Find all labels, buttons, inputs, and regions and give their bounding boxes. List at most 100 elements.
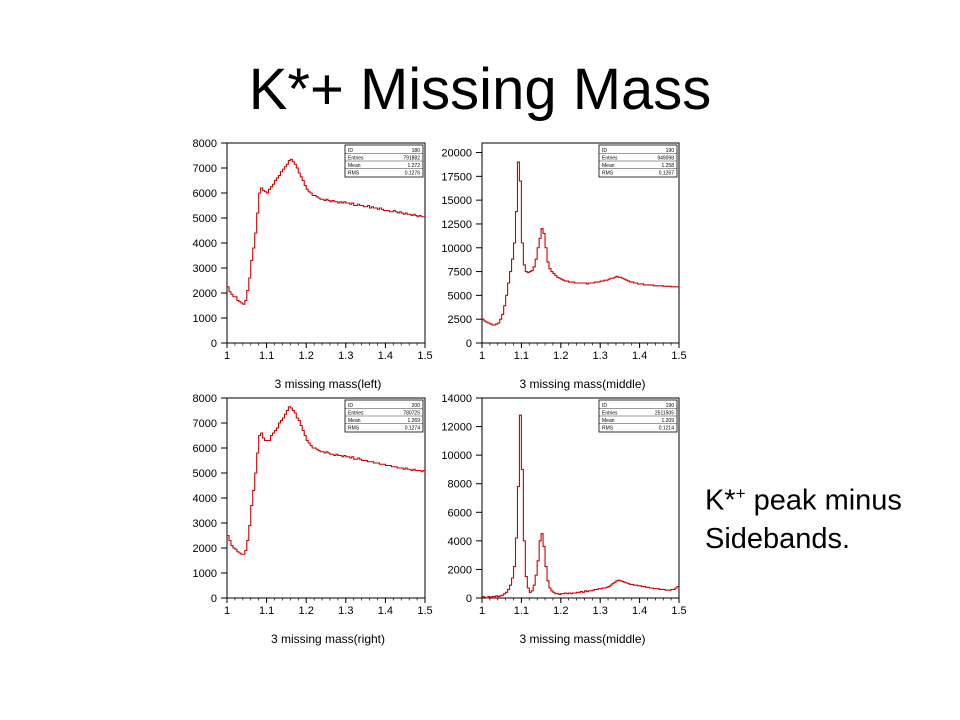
stats-key: Entries xyxy=(602,411,618,417)
stats-key: RMS xyxy=(348,171,360,177)
x-tick-label: 1.3 xyxy=(593,605,608,617)
stats-key: Entries xyxy=(348,156,364,162)
stats-value: 200 xyxy=(412,403,421,409)
stats-value: 190 xyxy=(666,148,675,154)
x-tick-label: 1.1 xyxy=(259,350,274,362)
y-tick-label: 0 xyxy=(466,593,472,605)
y-tick-label: 3000 xyxy=(193,263,217,275)
x-axis-label: 3 missing mass(left) xyxy=(275,377,382,391)
stats-key: RMS xyxy=(602,426,614,432)
y-tick-label: 4000 xyxy=(448,536,472,548)
x-axis-label: 3 missing mass(middle) xyxy=(519,377,645,391)
stats-value: 949098 xyxy=(657,156,674,162)
x-tick-label: 1 xyxy=(224,605,230,617)
y-tick-label: 8000 xyxy=(193,138,217,150)
caption-peak-minus: peak minus xyxy=(745,484,902,517)
y-tick-label: 1000 xyxy=(193,313,217,325)
stats-key: Mean xyxy=(348,418,361,424)
stats-value: 1.209 xyxy=(661,418,674,424)
x-tick-label: 1.1 xyxy=(514,605,529,617)
x-tick-label: 1.4 xyxy=(378,350,393,362)
histogram-panel-3: 1 1.1 1.2 1.3 1.4 1.5 0 1000 2000 3000 4000 5000 600… xyxy=(193,393,433,646)
y-tick-label: 17500 xyxy=(441,171,472,183)
x-tick-label: 1.5 xyxy=(671,350,686,362)
x-tick-label: 1 xyxy=(479,605,485,617)
stats-key: ID xyxy=(602,403,607,409)
stats-value: 2511505 xyxy=(655,411,674,417)
y-tick-label: 3000 xyxy=(193,518,217,530)
y-tick-label: 6000 xyxy=(193,188,217,200)
y-tick-label: 0 xyxy=(466,338,472,350)
stats-value: 0.1276 xyxy=(405,171,421,177)
stats-key: Entries xyxy=(602,156,618,162)
stats-value: 1.258 xyxy=(661,163,674,169)
stats-value: 0.1274 xyxy=(405,426,421,432)
plot-frame xyxy=(481,142,680,344)
x-tick-label: 1 xyxy=(224,350,230,362)
x-axis-label: 3 missing mass(right) xyxy=(271,632,385,646)
x-tick-label: 1.4 xyxy=(632,350,647,362)
stats-key: Entries xyxy=(348,411,364,417)
stats-key: RMS xyxy=(348,426,360,432)
caption-superscript: + xyxy=(735,484,746,503)
y-tick-label: 6000 xyxy=(448,507,472,519)
plot-frame xyxy=(481,397,680,599)
stats-value: 0.1267 xyxy=(659,171,675,177)
stats-value: 0.1214 xyxy=(659,426,675,432)
y-tick-label: 5000 xyxy=(448,290,472,302)
y-tick-label: 7500 xyxy=(448,267,472,279)
stats-key: Mean xyxy=(348,163,361,169)
y-tick-label: 2000 xyxy=(448,564,472,576)
histogram-panel-4: 1 1.1 1.2 1.3 1.4 1.5 0 2000 4000 6000 8000 10000 12… xyxy=(441,393,686,646)
x-tick-label: 1.5 xyxy=(671,605,686,617)
caption-k-star: K* xyxy=(705,484,736,517)
histogram-series xyxy=(482,414,679,599)
y-tick-label: 2500 xyxy=(448,314,472,326)
x-tick-label: 1.3 xyxy=(338,350,353,362)
stats-value: 190 xyxy=(666,403,675,409)
y-tick-label: 5000 xyxy=(193,468,217,480)
stats-value: 1.269 xyxy=(407,418,420,424)
stats-box: ID 190 Entries 2511505 Mean 1.209 RMS 0.1214 xyxy=(598,399,678,433)
x-tick-label: 1.2 xyxy=(553,350,568,362)
stats-value: 1.272 xyxy=(407,163,420,169)
y-tick-label: 10000 xyxy=(441,243,472,255)
histogram-series xyxy=(227,406,425,555)
y-tick-label: 20000 xyxy=(441,148,472,160)
y-tick-label: 8000 xyxy=(448,479,472,491)
y-tick-label: 6000 xyxy=(193,443,217,455)
y-tick-label: 14000 xyxy=(441,393,472,405)
stats-key: ID xyxy=(348,148,353,154)
caption-sidebands: Sidebands. xyxy=(705,522,851,555)
x-tick-label: 1 xyxy=(479,350,485,362)
stats-key: ID xyxy=(348,403,353,409)
stats-key: Mean xyxy=(602,418,615,424)
y-tick-label: 4000 xyxy=(193,238,217,250)
y-tick-label: 0 xyxy=(211,338,217,350)
x-tick-label: 1.2 xyxy=(299,605,314,617)
x-tick-label: 1.5 xyxy=(417,605,432,617)
y-tick-label: 10000 xyxy=(441,450,472,462)
y-tick-label: 8000 xyxy=(193,393,217,405)
x-tick-label: 1.5 xyxy=(417,350,432,362)
histogram-panel-1: 1 1.1 1.2 1.3 1.4 1.5 0 1000 2000 3000 4000 5000 600… xyxy=(193,138,433,391)
y-tick-label: 15000 xyxy=(441,195,472,207)
y-tick-label: 12000 xyxy=(441,422,472,434)
x-tick-label: 1.2 xyxy=(299,350,314,362)
y-tick-label: 7000 xyxy=(193,163,217,175)
y-tick-label: 5000 xyxy=(193,213,217,225)
x-tick-label: 1.3 xyxy=(338,605,353,617)
slide-title: K*+ Missing Mass xyxy=(248,57,712,122)
x-tick-label: 1.3 xyxy=(593,350,608,362)
stats-value: 791882 xyxy=(403,156,420,162)
x-tick-label: 1.1 xyxy=(514,350,529,362)
stats-value: 180 xyxy=(412,148,421,154)
histogram-panel-2: 1 1.1 1.2 1.3 1.4 1.5 0 2500 5000 7500 10000 12500 1… xyxy=(441,142,687,391)
y-tick-label: 1000 xyxy=(193,568,217,580)
y-tick-label: 0 xyxy=(211,593,217,605)
y-tick-label: 2000 xyxy=(193,543,217,555)
y-tick-label: 4000 xyxy=(193,493,217,505)
x-tick-label: 1.2 xyxy=(553,605,568,617)
x-tick-label: 1.4 xyxy=(632,605,647,617)
stats-key: ID xyxy=(602,148,607,154)
